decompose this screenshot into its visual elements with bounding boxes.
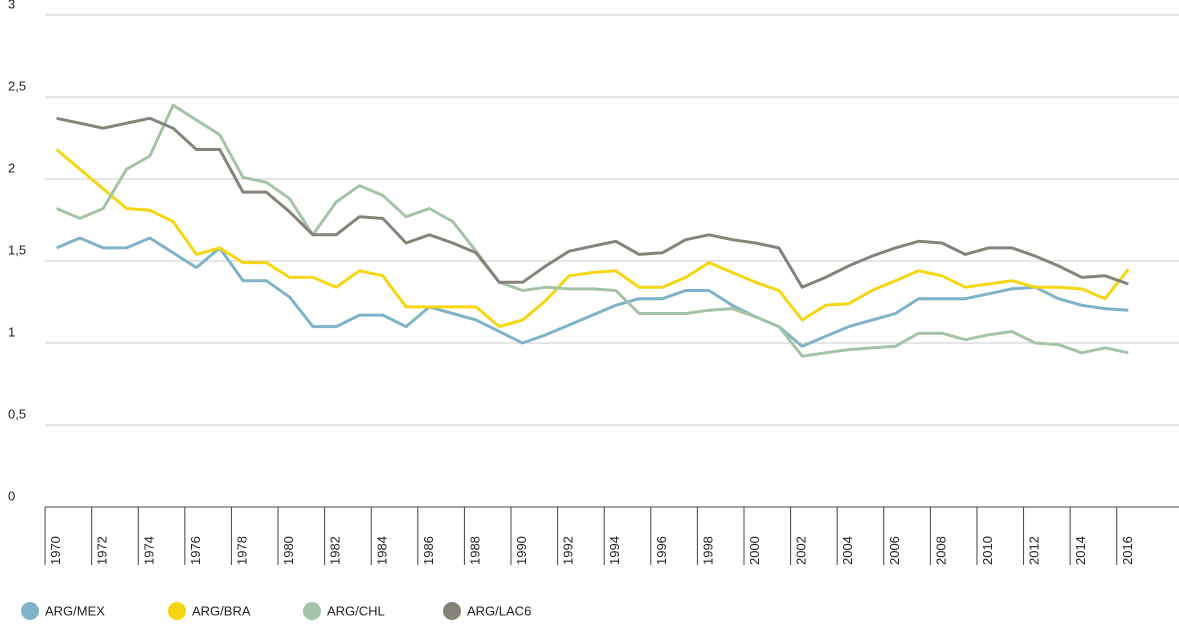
y-tick-label: 2,5 [8, 78, 26, 93]
x-tick-label: 2006 [887, 536, 902, 565]
legend-label: ARG/BRA [192, 603, 251, 618]
x-tick-label: 2012 [1027, 536, 1042, 565]
x-tick-label: 2008 [933, 536, 948, 565]
x-tick-label: 1986 [421, 536, 436, 565]
x-tick-label: 1992 [561, 536, 576, 565]
x-tick-label: 1998 [700, 536, 715, 565]
series-line [56, 116, 1129, 289]
x-tick-label: 1978 [234, 536, 249, 565]
x-tick-label: 1994 [607, 536, 622, 565]
legend-marker [168, 602, 186, 620]
x-tick-label: 1982 [328, 536, 343, 565]
legend-marker [443, 602, 461, 620]
x-tick-label: 1984 [374, 536, 389, 565]
x-tick-label: 2000 [747, 536, 762, 565]
series-line [56, 103, 1129, 358]
y-tick-label: 1 [8, 324, 15, 339]
y-tick-label: 0 [8, 488, 15, 503]
x-tick-label: 1976 [188, 536, 203, 565]
x-tick-label: 1972 [95, 536, 110, 565]
x-tick-label: 1974 [141, 536, 156, 565]
legend-marker [303, 602, 321, 620]
legend-label: ARG/CHL [327, 603, 385, 618]
x-tick-label: 1990 [514, 536, 529, 565]
series-line [55, 148, 1130, 329]
x-tick-label: 2014 [1073, 536, 1088, 565]
series-line [56, 236, 1129, 348]
legend-marker [21, 602, 39, 620]
legend-label: ARG/LAC6 [467, 603, 531, 618]
x-tick-label: 2004 [840, 536, 855, 565]
x-tick-label: 2010 [980, 536, 995, 565]
y-tick-label: 2 [8, 160, 15, 175]
y-tick-label: 0,5 [8, 406, 26, 421]
x-tick-label: 1980 [281, 536, 296, 565]
x-tick-label: 2002 [794, 536, 809, 565]
x-tick-label: 1996 [654, 536, 669, 565]
x-tick-label: 1970 [48, 536, 63, 565]
x-tick-label: 1988 [467, 536, 482, 565]
legend-label: ARG/MEX [45, 603, 105, 618]
y-tick-label: 3 [8, 0, 15, 11]
x-tick-label: 2016 [1120, 536, 1135, 565]
y-tick-label: 1,5 [8, 242, 26, 257]
